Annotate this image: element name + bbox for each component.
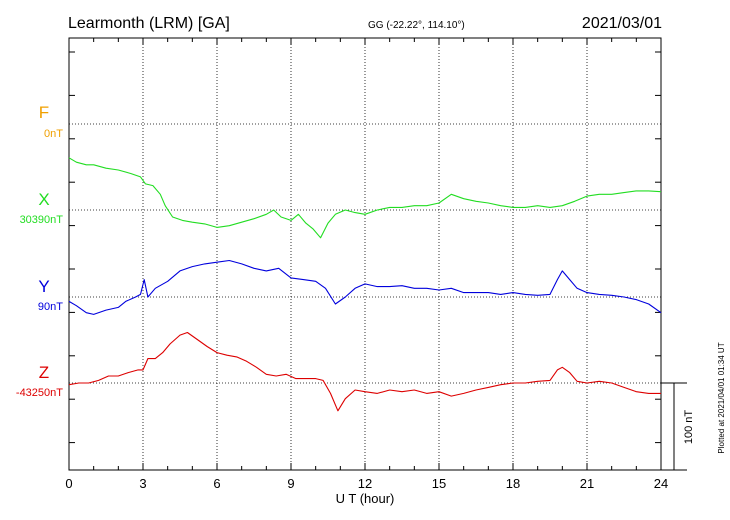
x-tick-label: 12 <box>358 476 372 491</box>
axis-ticks <box>68 38 662 470</box>
series-lines <box>68 157 662 412</box>
x-tick-label: 0 <box>65 476 72 491</box>
gridlines <box>69 38 661 470</box>
series-baseline-x: 30390nT <box>20 214 64 226</box>
component-labels: F 0nT X 30390nT Y 90nT Z -43250nT <box>16 103 63 399</box>
x-axis-title: U T (hour) <box>336 491 395 506</box>
series-baseline-y: 90nT <box>38 301 63 313</box>
series-baseline-f: 0nT <box>44 128 63 140</box>
x-tick-label: 18 <box>506 476 520 491</box>
station-coords: GG (-22.22°, 114.10°) <box>368 20 465 31</box>
x-tick-label: 3 <box>139 476 146 491</box>
x-tick-labels: 0 3 6 9 12 15 18 21 24 <box>65 476 668 491</box>
series-name-z: Z <box>39 363 49 382</box>
scale-bar-label: 100 nT <box>683 410 695 445</box>
plotted-note: Plotted at 2021/04/01 01:34 UT <box>717 342 726 453</box>
scale-bar: 100 nT <box>661 382 695 471</box>
station-title: Learmonth (LRM) [GA] <box>68 15 230 32</box>
series-line-x <box>68 157 662 239</box>
series-name-x: X <box>38 190 49 209</box>
x-tick-label: 24 <box>654 476 668 491</box>
chart-date: 2021/03/01 <box>582 15 662 32</box>
series-baseline-z: -43250nT <box>16 387 63 399</box>
x-tick-label: 15 <box>432 476 446 491</box>
series-line-z <box>68 331 661 412</box>
series-line-y <box>68 259 662 315</box>
x-tick-label: 9 <box>287 476 294 491</box>
series-name-y: Y <box>38 277 49 296</box>
series-name-f: F <box>39 103 49 122</box>
x-tick-label: 6 <box>213 476 220 491</box>
x-tick-label: 21 <box>580 476 594 491</box>
